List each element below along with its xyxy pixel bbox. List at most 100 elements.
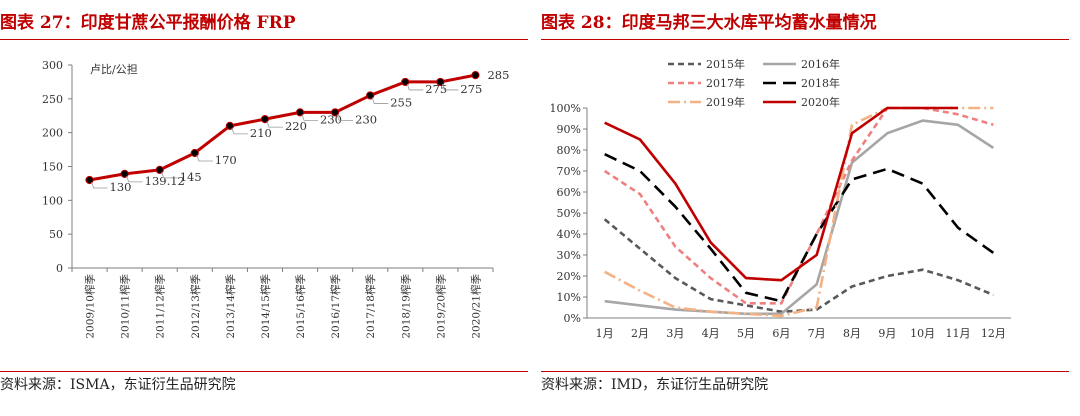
y-tick-label: 100% (550, 102, 581, 115)
x-tick-label: 2012/13榨季 (189, 274, 202, 339)
data-point (260, 115, 270, 124)
right-figure-title: 图表 28：印度马邦三大水库平均蓄水量情况 (541, 13, 877, 33)
y-tick-label: 30% (557, 249, 581, 262)
x-tick-label: 3月 (666, 327, 684, 340)
data-label: 130 (110, 180, 132, 194)
data-point (295, 108, 305, 117)
x-tick-label: 8月 (843, 327, 861, 340)
series-line-2019年 (604, 106, 994, 318)
data-point (225, 121, 234, 131)
left-source-note: 资料来源：ISMA，东证衍生品研究院 (0, 377, 236, 393)
series-line-2016年 (604, 119, 995, 316)
x-tick-label: 6月 (772, 327, 790, 340)
data-label-leader (266, 121, 283, 128)
x-tick-label: 2016/17榨季 (329, 274, 342, 339)
series-line-2020年 (604, 106, 958, 282)
data-label-leader (336, 114, 354, 121)
right-source-rule (541, 371, 1069, 372)
data-point (471, 71, 480, 80)
x-tick-label: 2月 (631, 327, 649, 340)
y-tick-label: 40% (557, 228, 581, 241)
x-tick-label: 2018/19榨季 (399, 274, 412, 339)
data-label-leader (231, 127, 248, 135)
data-label: 230 (355, 112, 377, 126)
y-tick-label: 100 (42, 194, 63, 207)
y-tick-label: 0 (56, 262, 63, 275)
data-label: 255 (390, 95, 412, 109)
right-panel: 图表 28：印度马邦三大水库平均蓄水量情况 0% 10% 20% 30% 40% 50% 6… (541, 0, 1069, 416)
y-tick-label: 70% (557, 165, 581, 178)
left-source-rule (0, 371, 528, 372)
data-label-leader (406, 83, 424, 91)
data-label: 285 (487, 68, 509, 82)
data-point (401, 77, 410, 87)
data-point (120, 169, 129, 178)
data-point (155, 165, 164, 174)
data-label-leader (196, 154, 213, 162)
series-line-2017年 (603, 106, 994, 305)
data-point (85, 175, 94, 185)
data-label-leader (371, 97, 389, 104)
legend-label: 2017年 (706, 76, 745, 90)
x-tick-label: 2020/21榨季 (469, 274, 482, 339)
x-tick-label: 12月 (981, 327, 1006, 340)
data-point (436, 77, 445, 87)
data-label-leader (301, 114, 319, 121)
y-tick-label: 50% (557, 207, 581, 220)
left-title-rule (0, 39, 528, 40)
legend-label: 2018年 (801, 76, 840, 90)
left-figure-title: 图表 27：印度甘蔗公平报酬价格 FRP (0, 13, 296, 33)
data-label-leader (126, 175, 143, 183)
x-tick-label: 1月 (596, 327, 614, 340)
x-tick-label: 2019/20榨季 (434, 274, 447, 339)
y-tick-label: 10% (557, 291, 581, 304)
x-tick-label: 11月 (946, 327, 971, 340)
left-panel: 图表 27：印度甘蔗公平报酬价格 FRP 0 50 100 150 200 250 300 2… (0, 0, 528, 416)
x-tick-label: 2014/15榨季 (259, 274, 272, 339)
frp-price-line (89, 73, 476, 182)
data-point (366, 91, 375, 100)
y-tick-label: 300 (42, 59, 63, 72)
right-title-rule (541, 39, 1069, 40)
data-point (190, 148, 199, 158)
legend-label: 2015年 (706, 57, 745, 71)
data-label: 139.12 (145, 174, 185, 188)
x-tick-label: 7月 (808, 327, 826, 340)
reservoir-storage-chart: 0% 10% 20% 30% 40% 50% 60% 70% 80% 90% 100% 1月 2月 3月 4… (550, 57, 1011, 340)
x-tick-label: 9月 (878, 327, 896, 340)
data-label-leader (441, 83, 459, 91)
y-tick-label: 150 (42, 161, 63, 174)
y-tick-label: 50 (49, 228, 63, 241)
x-tick-label: 10月 (910, 327, 935, 340)
x-tick-label: 5月 (737, 327, 755, 340)
data-label: 275 (460, 82, 482, 96)
y-tick-label: 200 (42, 127, 63, 140)
legend-label: 2020年 (801, 95, 840, 109)
legend-label: 2019年 (706, 95, 745, 109)
y-tick-label: 0% (564, 312, 581, 325)
data-label: 220 (285, 119, 307, 133)
data-label: 210 (250, 126, 272, 140)
legend-label: 2016年 (801, 57, 840, 71)
y-tick-label: 20% (557, 270, 581, 283)
data-point (331, 108, 340, 117)
x-tick-label: 2015/16榨季 (294, 274, 307, 339)
y-unit-label: 卢比/公担 (90, 62, 138, 76)
y-tick-label: 60% (557, 186, 581, 199)
data-label-leader (161, 171, 178, 179)
data-label: 145 (180, 170, 202, 184)
x-tick-label: 4月 (702, 327, 720, 340)
x-tick-label: 2009/10榨季 (84, 274, 97, 339)
data-label-leader (91, 181, 108, 189)
right-source-note: 资料来源：IMD，东证衍生品研究院 (541, 377, 769, 393)
y-tick-label: 90% (557, 123, 581, 136)
x-tick-label: 2011/12榨季 (154, 274, 167, 339)
frp-price-chart: 0 50 100 150 200 250 300 2009/10榨季 2010/11榨季 2011… (42, 59, 509, 339)
y-tick-label: 250 (42, 93, 63, 106)
x-tick-label: 2010/11榨季 (119, 274, 132, 339)
series-line-2018年 (604, 153, 995, 303)
data-label: 170 (215, 153, 237, 167)
x-tick-label: 2013/14榨季 (224, 274, 237, 339)
x-tick-label: 2017/18榨季 (364, 274, 377, 339)
y-tick-label: 80% (557, 144, 581, 157)
